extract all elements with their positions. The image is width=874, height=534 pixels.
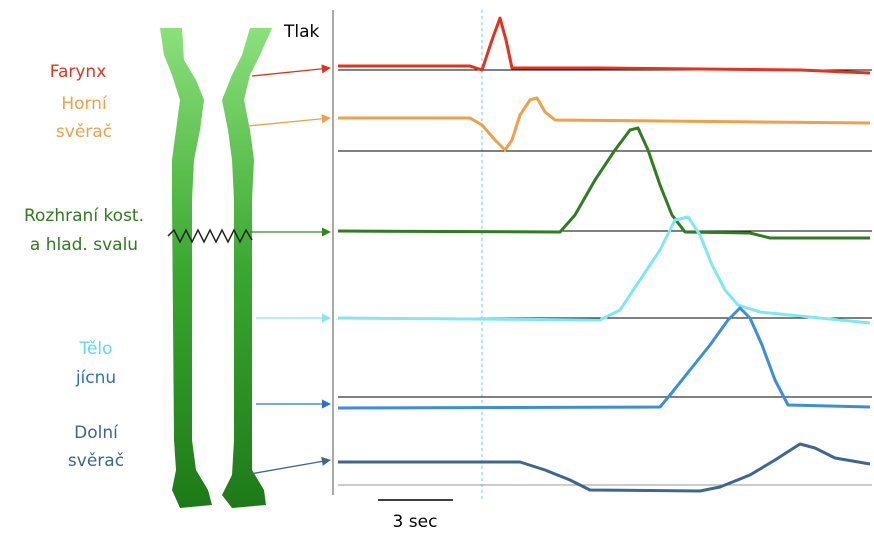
label: jícnu	[75, 368, 116, 388]
label: Farynx	[50, 62, 107, 82]
label: svěrač	[68, 451, 124, 471]
axis-label: Tlak	[283, 22, 320, 42]
esophagus-right-wall	[222, 28, 272, 508]
label: svěrač	[56, 122, 112, 142]
baselines	[338, 70, 872, 485]
diagram: Tlak 3 sec Farynx Horní svěrač Rozhraní …	[0, 0, 874, 534]
label: a hlad. svalu	[30, 235, 138, 255]
page: {"axis_label": "Tlak", "scale_label": "3…	[0, 0, 874, 534]
arrows	[248, 68, 330, 474]
scale-label: 3 sec	[393, 512, 438, 532]
label: Dolní	[74, 423, 119, 443]
label: Tělo	[78, 339, 112, 359]
labels: Farynx Horní svěrač Rozhraní kost. a hla…	[24, 62, 144, 471]
traces	[338, 18, 870, 491]
esophagus-left-wall	[160, 28, 212, 508]
label: Rozhraní kost.	[24, 206, 144, 226]
label: Horní	[61, 94, 108, 114]
